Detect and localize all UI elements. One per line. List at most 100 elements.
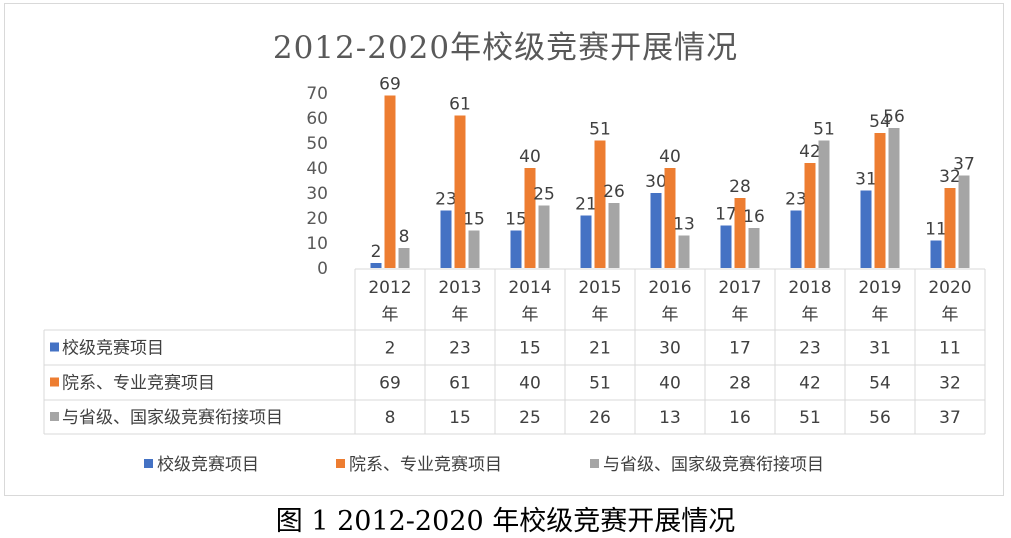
table-cell: 51: [589, 374, 611, 394]
table-cell: 23: [799, 339, 821, 359]
bar: [524, 168, 536, 268]
category-label: 年: [802, 305, 819, 325]
y-tick-label: 20: [306, 209, 328, 229]
y-tick-label: 50: [306, 134, 328, 154]
category-label: 年: [662, 305, 679, 325]
data-label: 15: [463, 210, 485, 230]
bar: [594, 140, 606, 268]
table-row-label: 校级竞赛项目: [62, 338, 164, 359]
data-label: 23: [785, 190, 807, 210]
chart-svg: 0 10 20 30 40 50 60 70 2 23 15 21 30 17 23 31 11 69 61 40 51…: [43, 75, 986, 475]
category-label: 2016: [648, 278, 691, 298]
table-cell: 51: [799, 408, 821, 428]
table-cell: 8: [385, 408, 396, 428]
data-label: 54: [869, 112, 891, 132]
bar: [860, 190, 872, 268]
bar: [370, 263, 382, 268]
bar: [888, 128, 900, 268]
data-label: 25: [533, 185, 555, 205]
table-cell: 2: [385, 339, 396, 359]
table-cell: 56: [869, 408, 891, 428]
bar: [790, 210, 802, 268]
category-label: 年: [452, 305, 469, 325]
table-cell: 11: [939, 339, 961, 359]
bar: [538, 205, 550, 268]
table-legend-swatch: [50, 342, 59, 352]
category-label: 年: [732, 305, 749, 325]
category-label: 2013: [438, 278, 481, 298]
data-label: 28: [729, 177, 751, 197]
table-cell: 40: [659, 374, 681, 394]
bar: [818, 140, 830, 268]
legend-swatch: [144, 459, 153, 468]
data-label: 69: [379, 75, 401, 95]
category-label: 2018: [788, 278, 831, 298]
table-legend-swatch: [50, 412, 59, 421]
data-label: 26: [603, 182, 625, 202]
table-cell: 13: [659, 408, 681, 428]
table-cell: 61: [449, 374, 471, 394]
table-row-label: 院系、专业竞赛项目: [62, 373, 215, 394]
table-cell: 69: [379, 374, 401, 394]
category-label: 2015: [578, 278, 621, 298]
table-cell: 15: [519, 339, 541, 359]
table-cell: 30: [659, 339, 681, 359]
table-cell: 17: [729, 339, 751, 359]
category-label: 2014: [508, 278, 551, 298]
y-tick-label: 10: [306, 234, 328, 254]
data-label: 23: [435, 190, 457, 210]
data-label: 56: [883, 107, 905, 127]
bar: [454, 115, 466, 268]
y-tick-label: 60: [306, 109, 328, 129]
bar: [650, 193, 662, 268]
data-label: 13: [673, 215, 695, 235]
data-label: 30: [645, 172, 667, 192]
data-label: 2: [371, 242, 382, 262]
legend-label: 与省级、国家级竞赛衔接项目: [603, 454, 824, 475]
data-label: 40: [519, 147, 541, 167]
data-label: 42: [799, 142, 821, 162]
category-label: 年: [942, 305, 959, 325]
legend-label: 校级竞赛项目: [157, 454, 259, 475]
category-label: 年: [522, 305, 539, 325]
bar: [664, 168, 676, 268]
table-cell: 23: [449, 339, 471, 359]
category-label: 年: [592, 305, 609, 325]
bar: [440, 210, 452, 268]
legend-swatch: [590, 459, 599, 468]
table-cell: 25: [519, 408, 541, 428]
y-tick-label: 0: [317, 259, 328, 279]
table-cell: 42: [799, 374, 821, 394]
data-label: 17: [715, 205, 737, 225]
bar: [804, 163, 816, 268]
bar: [958, 175, 970, 268]
chart-title: 2012-2020年校级竞赛开展情况: [272, 30, 739, 66]
table-cell: 16: [729, 408, 751, 428]
data-label: 11: [925, 220, 947, 240]
bar: [580, 215, 592, 268]
table-cell: 40: [519, 374, 541, 394]
category-label: 2020: [928, 278, 971, 298]
bar: [510, 230, 522, 268]
table-cell: 21: [589, 339, 611, 359]
data-label: 8: [399, 227, 410, 247]
data-label: 37: [953, 155, 975, 175]
data-label: 21: [575, 195, 597, 215]
bar: [874, 133, 886, 268]
data-label: 51: [589, 120, 611, 140]
table-cell: 54: [869, 374, 891, 394]
table-cell: 28: [729, 374, 751, 394]
bar: [608, 203, 620, 268]
table-row-label: 与省级、国家级竞赛衔接项目: [62, 407, 283, 428]
table-legend-swatch: [50, 377, 59, 387]
bar: [720, 225, 732, 268]
data-label: 51: [813, 120, 835, 140]
bar: [734, 198, 746, 268]
y-tick-label: 30: [306, 184, 328, 204]
table-cell: 37: [939, 408, 961, 428]
category-label: 2017: [718, 278, 761, 298]
legend-label: 院系、专业竞赛项目: [349, 454, 502, 475]
category-label: 2012: [368, 278, 411, 298]
y-tick-label: 70: [306, 84, 328, 104]
data-label: 15: [505, 210, 527, 230]
